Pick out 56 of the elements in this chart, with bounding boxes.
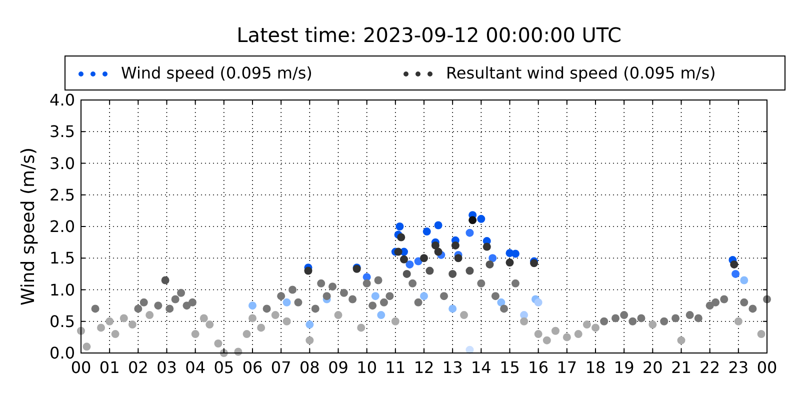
y-tick-label: 4.0 [50,90,75,110]
legend-label: Resultant wind speed (0.095 m/s) [446,64,716,83]
x-tick-label: 22 [700,358,720,377]
x-tick-label: 16 [528,358,549,377]
point [740,276,748,284]
point [511,250,520,258]
point [371,292,380,300]
x-tick-label: 05 [214,358,234,377]
x-tick-label: 06 [242,358,263,377]
point [377,311,386,320]
x-tick-label: 01 [99,358,120,377]
point [406,260,414,268]
x-tick-label: 19 [614,358,634,377]
x-tick-label: 02 [128,358,148,377]
x-tick-label: 21 [671,358,692,377]
point [466,228,474,237]
point [534,298,542,306]
y-tick-label: 1.5 [50,248,75,268]
x-tick-label: 13 [442,358,463,377]
legend-label: Wind speed (0.095 m/s) [121,64,312,83]
point [282,298,291,306]
y-tick-label: 3.5 [50,122,75,142]
x-tick-label: 20 [642,358,663,377]
point [396,222,404,230]
x-tick-label: 11 [385,358,406,377]
x-tick-label: 14 [470,358,492,377]
x-tick-label: 17 [556,358,578,377]
point [306,320,314,329]
y-tick-label: 3.0 [50,154,75,173]
point [420,292,428,300]
point [497,298,506,306]
y-axis-title: Wind speed (m/s) [18,147,39,306]
x-tick-label: 04 [185,358,206,377]
x-tick-label: 23 [728,358,749,377]
x-tick-label: 10 [356,358,378,377]
x-tick-label: 15 [500,358,520,377]
x-tick-label: 18 [585,358,606,377]
x-tick-label: 07 [270,358,292,377]
x-tick-label: 09 [328,358,348,377]
y-tick-label: 2.0 [50,217,75,236]
x-tick-label: 08 [299,358,320,377]
point [488,254,497,262]
x-tick-label: 12 [414,358,434,377]
point [732,270,740,278]
point [248,302,256,310]
x-tick-label: 00 [756,358,778,377]
point [448,304,457,313]
point [422,228,431,236]
y-tick-label: 0.5 [50,312,75,331]
y-tick-label: 2.5 [50,185,75,204]
x-tick-label: 03 [156,358,177,377]
point [434,221,442,230]
point [477,214,486,223]
y-tick-label: 1.0 [50,280,75,300]
x-tick-label: 00 [70,358,92,377]
chart-title: Latest time: 2023-09-12 00:00:00 UTC [236,23,622,47]
